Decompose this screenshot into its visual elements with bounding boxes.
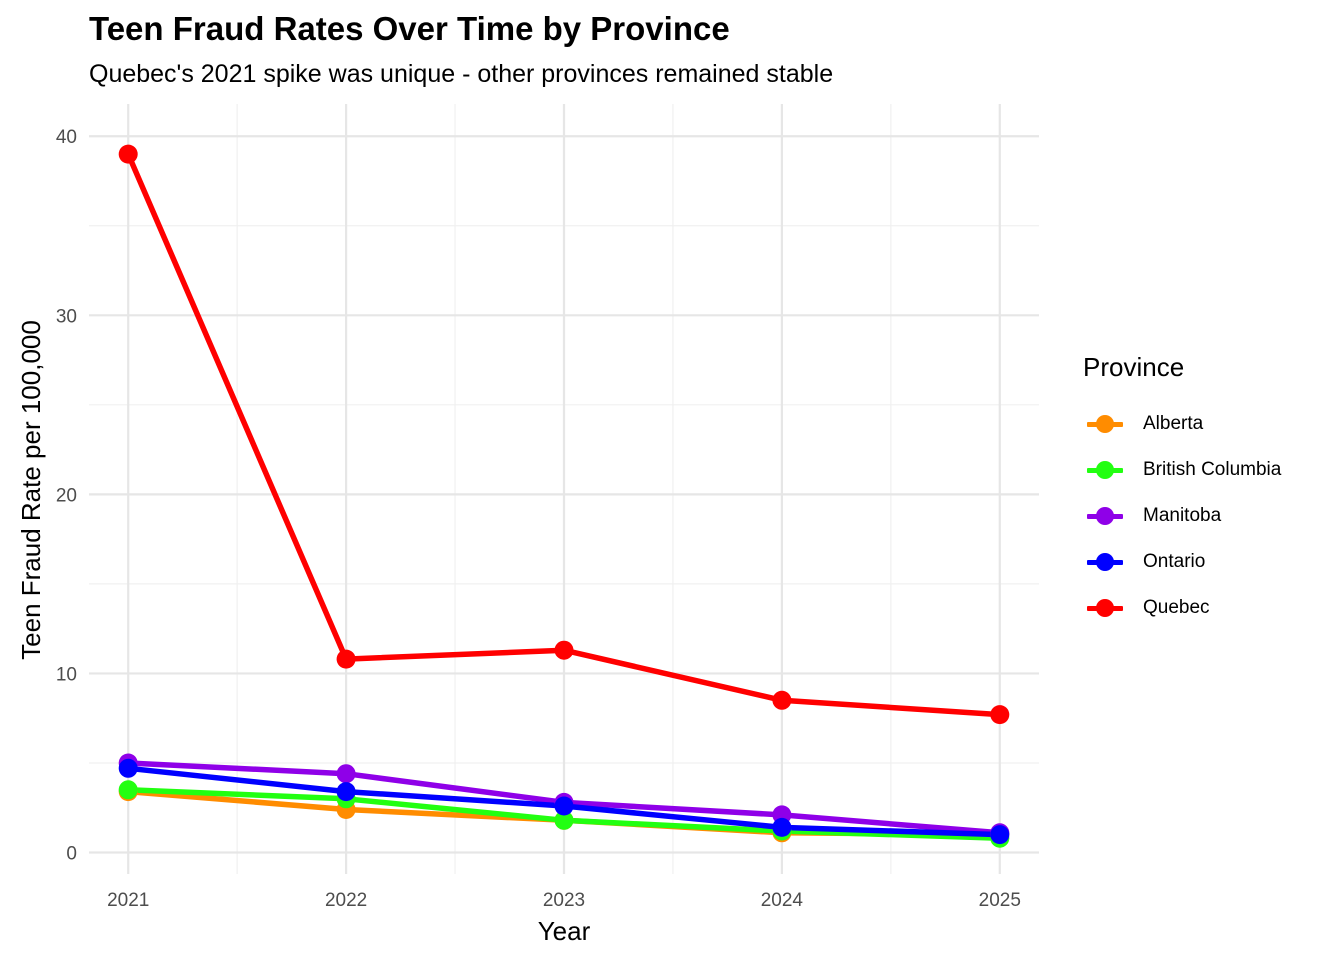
legend-key-manitoba	[1083, 506, 1127, 526]
legend-key-alberta	[1083, 414, 1127, 434]
legend-label-ontario: Ontario	[1143, 551, 1206, 572]
x-tick-label: 2021	[107, 890, 149, 911]
legend-item-british-columbia: British Columbia	[1083, 447, 1281, 493]
chart-title: Teen Fraud Rates Over Time by Province	[89, 10, 730, 47]
data-point-british-columbia-2021	[118, 780, 138, 800]
legend-label-british-columbia: British Columbia	[1143, 459, 1282, 480]
data-point-ontario-2025	[990, 825, 1010, 845]
x-tick-label: 2023	[543, 890, 585, 911]
x-tick-label: 2024	[761, 890, 804, 911]
data-point-ontario-2021	[118, 758, 138, 778]
data-point-ontario-2023	[554, 796, 574, 816]
data-point-quebec-2023	[554, 640, 574, 660]
y-tick-label: 10	[56, 664, 77, 685]
data-point-ontario-2022	[336, 782, 356, 802]
data-point-ontario-2024	[772, 817, 792, 837]
legend-item-ontario: Ontario	[1083, 539, 1281, 585]
x-tick-label: 2025	[979, 890, 1021, 911]
legend-items: Alberta British Columbia Manitoba Ontario Qu…	[1083, 401, 1281, 631]
legend-label-alberta: Alberta	[1143, 413, 1204, 434]
legend: Province Alberta British Columbia Manitoba…	[1083, 352, 1281, 631]
legend-label-manitoba: Manitoba	[1143, 505, 1222, 526]
legend-item-manitoba: Manitoba	[1083, 493, 1281, 539]
legend-key-quebec	[1083, 598, 1127, 618]
chart-subtitle: Quebec's 2021 spike was unique - other p…	[89, 60, 834, 88]
legend-item-quebec: Quebec	[1083, 585, 1281, 631]
legend-item-alberta: Alberta	[1083, 401, 1281, 447]
y-tick-label: 20	[56, 485, 77, 506]
legend-label-quebec: Quebec	[1143, 597, 1210, 618]
grid-lines	[89, 104, 1039, 874]
legend-key-ontario	[1083, 552, 1127, 572]
data-point-quebec-2022	[336, 649, 356, 669]
data-point-quebec-2025	[990, 705, 1010, 725]
data-point-british-columbia-2023	[554, 810, 574, 830]
legend-key-british-columbia	[1083, 460, 1127, 480]
data-point-quebec-2024	[772, 690, 792, 710]
y-tick-label: 40	[56, 127, 77, 148]
tick-labels: 0 10 20 30 40 2021 2022 2023 2024 2025	[56, 127, 1021, 911]
y-tick-label: 30	[56, 306, 77, 327]
y-tick-label: 0	[66, 844, 77, 865]
y-axis-title: Teen Fraud Rate per 100,000	[16, 320, 46, 660]
x-axis-title: Year	[538, 916, 591, 946]
legend-title: Province	[1083, 352, 1185, 382]
series-points	[118, 144, 1010, 848]
x-tick-label: 2022	[325, 890, 367, 911]
data-point-quebec-2021	[118, 144, 138, 164]
data-point-manitoba-2022	[336, 764, 356, 784]
